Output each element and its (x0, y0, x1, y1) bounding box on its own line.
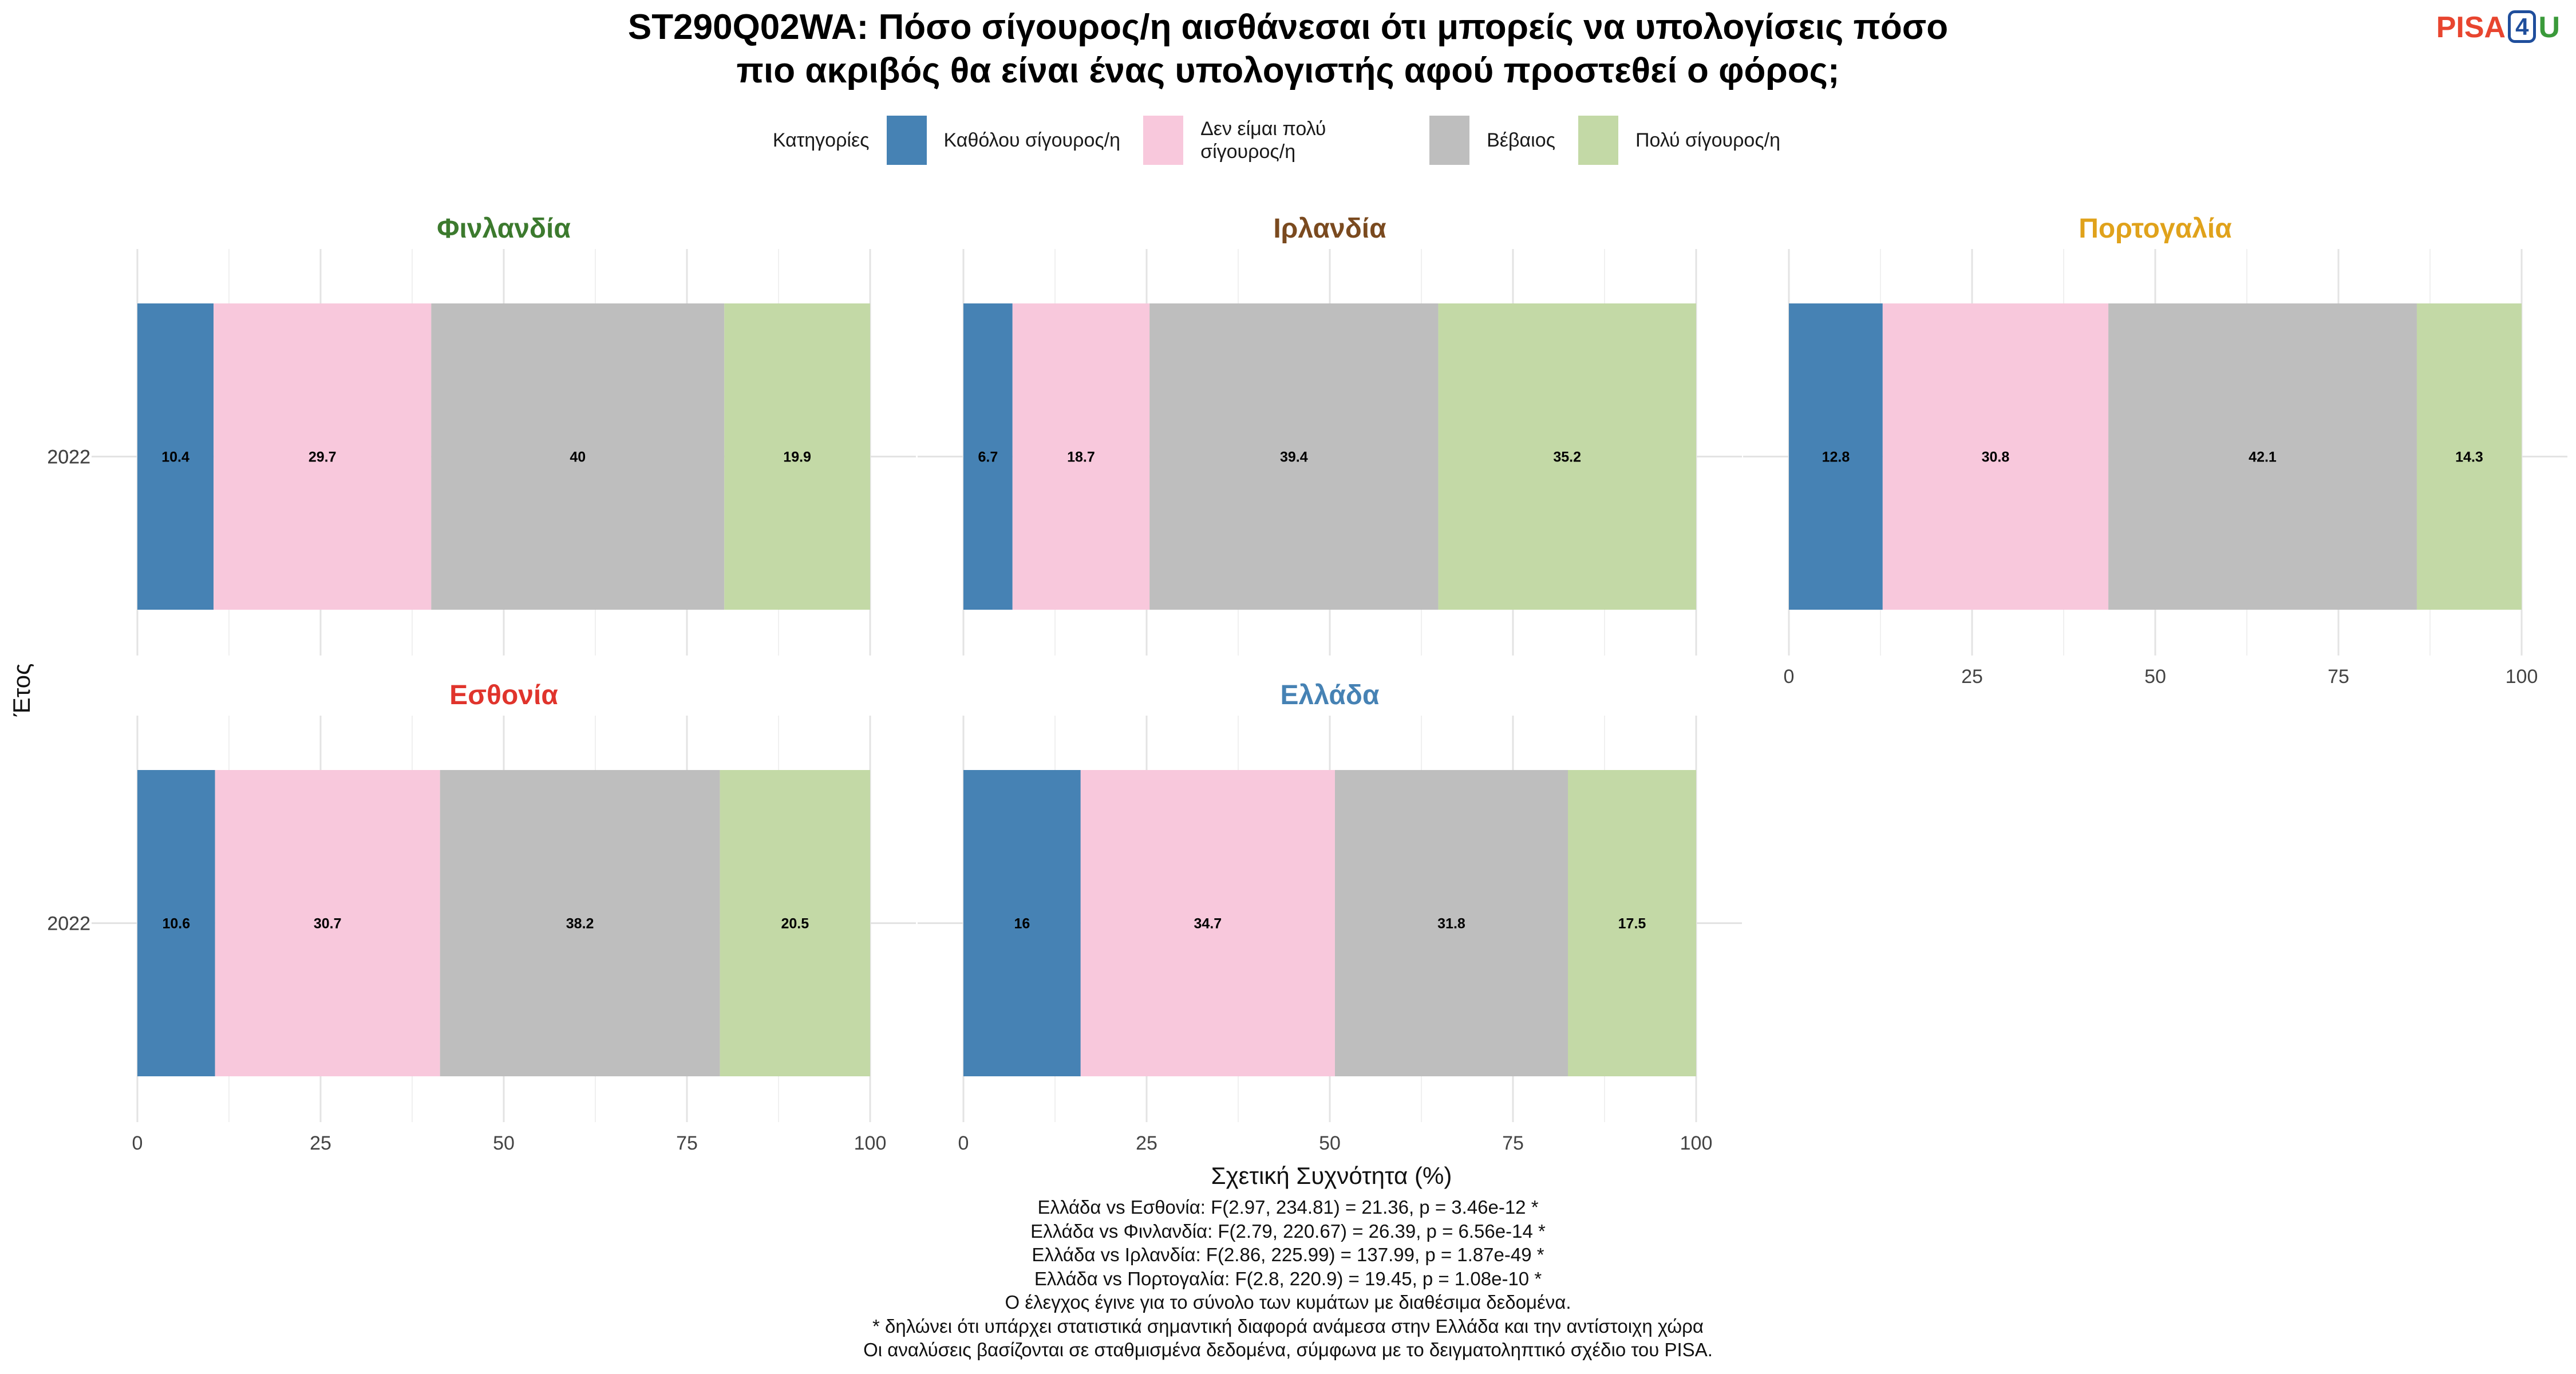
bar-segment (1568, 770, 1696, 1076)
x-tick-label: 100 (1680, 1132, 1713, 1154)
bar-segment (1438, 303, 1696, 610)
caption-line: * δηλώνει ότι υπάρχει στατιστικά σημαντι… (872, 1315, 1704, 1337)
facet-title: Φινλανδία (437, 214, 571, 244)
legend-swatch (1429, 116, 1470, 165)
bar-segment (1012, 303, 1150, 610)
y-tick-label: 2022 (47, 447, 90, 468)
data-label: 42.1 (2249, 449, 2277, 465)
data-label: 40 (570, 449, 586, 465)
bar-segment (720, 770, 870, 1076)
x-tick-label: 50 (493, 1132, 515, 1154)
data-label: 18.7 (1067, 449, 1095, 465)
y-tick-label: 2022 (47, 447, 90, 468)
data-label: 19.9 (783, 449, 811, 465)
caption-line: Ελλάδα vs Πορτογαλία: F(2.8, 220.9) = 19… (1034, 1268, 1542, 1289)
bar-segment (1334, 770, 1568, 1076)
bar-segment (2108, 303, 2417, 610)
legend-item-very-confident: Πολύ σίγουρος/η (1578, 116, 1780, 165)
facet-title: Ελλάδα (1281, 680, 1380, 710)
data-label: 31.8 (1437, 916, 1465, 932)
legend-label: Δεν είμαι πολύ σίγουρος/η (1200, 118, 1326, 163)
bar-segment (1882, 303, 2109, 610)
y-tick-label: 2022 (47, 447, 90, 468)
x-tick-label: 0 (958, 1132, 969, 1154)
bar-segment (1080, 770, 1335, 1076)
legend-item-confident: Βέβαιος (1429, 116, 1555, 165)
bar-segment (431, 303, 725, 610)
data-label: 35.2 (1553, 449, 1581, 465)
y-tick-label: 2022 (47, 913, 90, 935)
x-tick-label: 25 (310, 1132, 331, 1154)
legend-label: Πολύ σίγουρος/η (1635, 129, 1781, 151)
chart-title-line-2: πιο ακριβός θα είναι ένας υπολογιστής αφ… (736, 51, 1840, 90)
data-label: 34.7 (1194, 916, 1222, 932)
data-label: 14.3 (2455, 449, 2483, 465)
caption-line: Ελλάδα vs Φινλανδία: F(2.79, 220.67) = 2… (1030, 1220, 1546, 1242)
data-label: 29.7 (309, 449, 337, 465)
y-tick-label: 2022 (47, 913, 90, 935)
legend-label: Βέβαιος (1487, 129, 1555, 151)
data-label: 10.4 (161, 449, 189, 465)
legend-item-not-very-confident: Δεν είμαι πολύ σίγουρος/η (1143, 116, 1406, 165)
caption-line: Ο έλεγχος έγινε για το σύνολο των κυμάτω… (1005, 1292, 1571, 1313)
x-tick-label: 50 (2144, 666, 2166, 688)
x-tick-label: 50 (1319, 1132, 1341, 1154)
data-label: 30.7 (314, 916, 342, 932)
bar-segment (963, 303, 1013, 610)
legend-swatch (1578, 116, 1618, 165)
chart-title-line-1: ST290Q02WA: Πόσο σίγουρος/η αισθάνεσαι ό… (627, 7, 1949, 47)
legend-title: Κατηγορίες (772, 129, 870, 151)
data-label: 10.6 (163, 916, 191, 932)
legend-swatch (1143, 116, 1184, 165)
data-label: 6.7 (978, 449, 998, 465)
data-label: 20.5 (781, 916, 809, 932)
x-tick-label: 100 (854, 1132, 887, 1154)
facet-title: Ιρλανδία (1273, 214, 1386, 244)
bar-segment (214, 303, 432, 610)
data-label: 12.8 (1822, 449, 1850, 465)
bar-segment (137, 303, 214, 610)
caption-line: Ελλάδα vs Ιρλανδία: F(2.86, 225.99) = 13… (1032, 1244, 1544, 1265)
bar-segment (440, 770, 720, 1076)
pisa4u-logo: PISA 4 U (2436, 8, 2560, 46)
caption-line: Ελλάδα vs Εσθονία: F(2.97, 234.81) = 21.… (1037, 1197, 1539, 1218)
y-axis-title: Έτος (8, 664, 35, 717)
x-tick-label: 0 (1784, 666, 1795, 688)
chart-caption: Ελλάδα vs Εσθονία: F(2.97, 234.81) = 21.… (0, 1195, 2576, 1362)
x-tick-label: 25 (1136, 1132, 1157, 1154)
x-tick-label: 75 (2328, 666, 2349, 688)
x-tick-label: 100 (2506, 666, 2538, 688)
bar-segment (963, 770, 1081, 1076)
legend: Κατηγορίες Καθόλου σίγουρος/η Δεν είμαι … (0, 114, 2576, 166)
data-label: 39.4 (1280, 449, 1308, 465)
x-tick-label: 75 (676, 1132, 698, 1154)
x-tick-label: 25 (1961, 666, 1983, 688)
data-label: 16 (1014, 916, 1030, 932)
facet-title: Πορτογαλία (2079, 214, 2232, 244)
data-label: 17.5 (1618, 916, 1646, 932)
bar-segment (1789, 303, 1883, 610)
bar-segment (215, 770, 440, 1076)
legend-swatch (886, 116, 927, 165)
bar-segment (137, 770, 215, 1076)
legend-label: Καθόλου σίγουρος/η (943, 129, 1121, 151)
logo-text-pisa: PISA (2436, 11, 2506, 44)
bar-segment (1149, 303, 1439, 610)
logo-text-u: U (2538, 11, 2560, 44)
bar-segment (2416, 303, 2522, 610)
x-axis-title: Σχετική Συχνότητα (%) (1211, 1162, 1452, 1189)
bar-segment (724, 303, 870, 610)
data-label: 38.2 (566, 916, 594, 932)
x-tick-label: 75 (1502, 1132, 1524, 1154)
chart-title: ST290Q02WA: Πόσο σίγουρος/η αισθάνεσαι ό… (0, 6, 2576, 93)
data-label: 30.8 (1982, 449, 2010, 465)
facet-title: Εσθονία (449, 680, 558, 710)
logo-text-four: 4 (2508, 10, 2537, 43)
caption-line: Οι αναλύσεις βασίζονται σε σταθμισμένα δ… (863, 1339, 1713, 1360)
legend-item-not-at-all-confident: Καθόλου σίγουρος/η (886, 116, 1121, 165)
x-tick-label: 0 (132, 1132, 143, 1154)
